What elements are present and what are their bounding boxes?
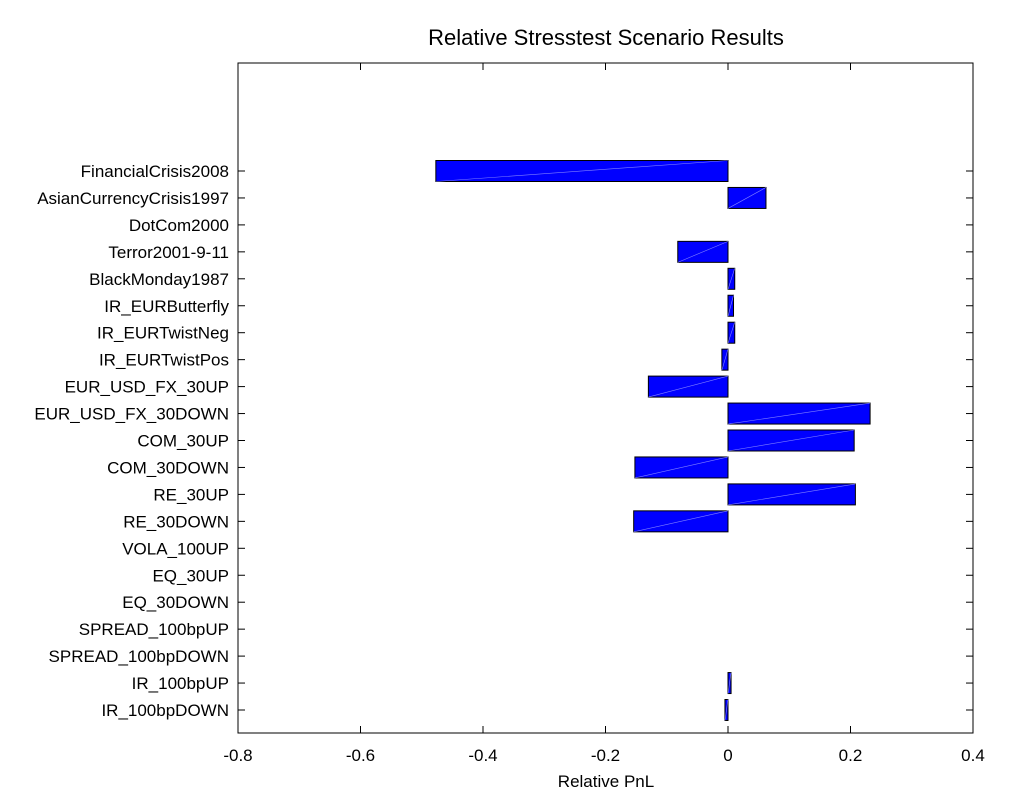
- category-label: AsianCurrencyCrisis1997: [37, 189, 229, 208]
- category-label: IR_EURTwistNeg: [97, 324, 229, 343]
- bar-diagonal: [727, 295, 734, 317]
- category-label: DotCom2000: [129, 216, 229, 235]
- bar-diagonal: [727, 322, 736, 344]
- bar-diagonal: [727, 672, 732, 694]
- category-label: COM_30DOWN: [107, 458, 229, 477]
- category-label: BlackMonday1987: [89, 270, 229, 289]
- x-tick-label: 0.4: [961, 746, 985, 765]
- category-label: COM_30UP: [137, 432, 229, 451]
- bar-diagonal: [634, 456, 729, 479]
- bar-diagonal: [727, 483, 856, 506]
- bar-diagonal: [727, 429, 855, 452]
- bars: [435, 160, 871, 721]
- x-tick-label: 0.2: [839, 746, 863, 765]
- category-label: IR_100bpDOWN: [101, 701, 229, 720]
- bar-diagonal: [435, 160, 729, 182]
- bar-diagonal: [727, 268, 736, 290]
- bar-diagonal: [721, 349, 729, 371]
- x-axis: -0.8 -0.6 -0.4 -0.2 0 0.2 0.4: [223, 63, 985, 765]
- category-label: RE_30UP: [153, 485, 229, 504]
- category-label: SPREAD_100bpDOWN: [49, 647, 229, 666]
- category-label: VOLA_100UP: [122, 539, 229, 558]
- category-label: FinancialCrisis2008: [81, 162, 229, 181]
- bar-diagonal: [677, 241, 729, 263]
- category-label: IR_EURButterfly: [104, 297, 229, 316]
- bar-diagonal: [648, 375, 729, 398]
- x-tick-label: 0: [723, 746, 732, 765]
- bar-diagonal: [633, 510, 729, 533]
- category-label: RE_30DOWN: [123, 512, 229, 531]
- bar-diagonal: [727, 187, 767, 209]
- category-label: Terror2001-9-11: [108, 243, 229, 262]
- bar-diagonal: [727, 402, 871, 425]
- bar-diagonal: [724, 699, 729, 721]
- x-tick-label: -0.2: [591, 746, 620, 765]
- category-label: SPREAD_100bpUP: [79, 620, 229, 639]
- x-tick-label: -0.4: [468, 746, 497, 765]
- category-label: EQ_30DOWN: [122, 593, 229, 612]
- category-label: IR_EURTwistPos: [99, 351, 229, 370]
- category-label: EUR_USD_FX_30DOWN: [34, 405, 229, 424]
- x-tick-label: -0.8: [223, 746, 252, 765]
- x-axis-label: Relative PnL: [558, 772, 654, 791]
- category-label: IR_100bpUP: [132, 674, 229, 693]
- x-tick-label: -0.6: [346, 746, 375, 765]
- chart-title: Relative Stresstest Scenario Results: [428, 25, 784, 50]
- category-label: EQ_30UP: [152, 566, 229, 585]
- category-label: EUR_USD_FX_30UP: [65, 378, 229, 397]
- y-axis: FinancialCrisis2008 AsianCurrencyCrisis19…: [34, 162, 973, 720]
